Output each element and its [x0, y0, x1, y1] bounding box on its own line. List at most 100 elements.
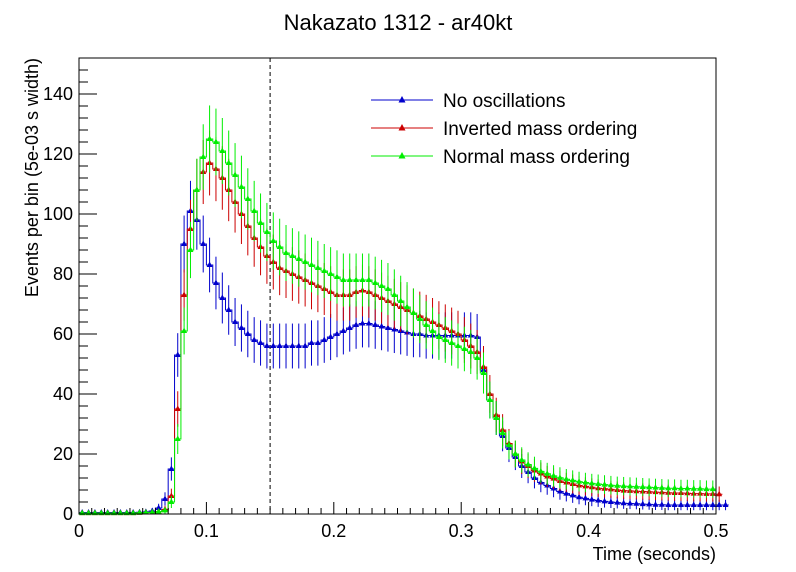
- data-point: [212, 138, 219, 144]
- data-point: [722, 501, 729, 507]
- legend-label: No oscillations: [443, 91, 566, 112]
- data-point: [346, 276, 353, 282]
- data-point: [690, 485, 697, 491]
- data-point: [397, 297, 404, 303]
- data-point: [588, 479, 595, 486]
- data-point: [601, 497, 608, 504]
- data-point: [378, 282, 385, 288]
- data-point: [563, 490, 570, 496]
- data-point: [295, 342, 302, 348]
- data-point: [416, 315, 423, 321]
- data-point: [671, 484, 678, 491]
- data-point: [677, 501, 684, 507]
- data-point: [620, 499, 627, 506]
- data-point: [181, 240, 188, 246]
- data-point: [327, 333, 334, 339]
- data-point: [505, 441, 512, 447]
- data-point: [174, 435, 181, 441]
- data-point: [225, 159, 232, 165]
- data-point: [684, 501, 691, 507]
- data-point: [270, 342, 277, 348]
- data-point: [556, 474, 563, 480]
- y-axis-label: Events per bin (5e-03 s width): [22, 58, 42, 297]
- data-point: [295, 255, 302, 261]
- legend: No oscillations Inverted mass ordering Nor…: [371, 91, 637, 168]
- data-point: [181, 291, 188, 297]
- y-tick-label: 20: [53, 444, 73, 464]
- legend-label: Inverted mass ordering: [443, 119, 637, 140]
- data-point: [155, 504, 162, 510]
- data-point: [531, 464, 538, 471]
- axes: 0 0.1 0.2 0.3 0.4 0.5 0 20 40 60 80 100 120 140: [43, 69, 729, 541]
- y-tick-label: 100: [43, 204, 73, 224]
- data-point: [607, 481, 614, 488]
- data-point: [238, 183, 245, 189]
- data-point: [716, 501, 723, 507]
- data-point: [486, 396, 493, 402]
- data-point: [200, 240, 207, 246]
- chart-title: Nakazato 1312 - ar40kt: [284, 10, 513, 35]
- data-point: [276, 342, 283, 348]
- data-point: [716, 490, 723, 497]
- data-point: [461, 345, 468, 351]
- data-point: [404, 303, 411, 309]
- data-point: [302, 342, 309, 348]
- data-point: [232, 318, 239, 324]
- x-axis-label: Time (seconds): [593, 544, 716, 564]
- data-point: [658, 501, 665, 507]
- y-tick-label: 80: [53, 264, 73, 284]
- data-point: [372, 321, 379, 327]
- data-point: [665, 501, 672, 507]
- legend-label: Normal mass ordering: [443, 147, 630, 168]
- data-point: [620, 482, 627, 489]
- y-tick-label: 140: [43, 84, 73, 104]
- data-point: [359, 320, 366, 326]
- data-point: [474, 354, 481, 360]
- data-point: [658, 484, 665, 490]
- data-point: [161, 495, 168, 501]
- data-point: [244, 195, 251, 201]
- data-point: [550, 472, 557, 478]
- data-point: [544, 470, 551, 476]
- data-point: [270, 237, 277, 243]
- series-2: [79, 105, 716, 516]
- x-tick-label: 0.2: [321, 521, 346, 541]
- data-point: [435, 333, 442, 339]
- data-point: [327, 270, 334, 276]
- data-point: [703, 485, 710, 492]
- data-point: [582, 479, 589, 485]
- data-point: [493, 414, 500, 420]
- x-tick-label: 0.3: [449, 521, 474, 541]
- y-tick-label: 40: [53, 384, 73, 404]
- data-point: [346, 324, 353, 330]
- data-point: [690, 501, 697, 507]
- data-point: [302, 258, 309, 264]
- legend-entry: Normal mass ordering: [371, 147, 630, 168]
- data-point: [525, 461, 532, 467]
- data-point: [314, 339, 321, 345]
- data-point: [283, 249, 290, 255]
- data-point: [429, 327, 436, 333]
- data-point: [455, 342, 462, 348]
- data-point: [633, 500, 640, 506]
- legend-entry: No oscillations: [371, 91, 566, 112]
- data-point: [595, 480, 602, 486]
- data-point: [684, 485, 691, 491]
- data-point: [232, 171, 239, 177]
- data-point: [709, 501, 716, 507]
- x-tick-label: 0.4: [576, 521, 601, 541]
- data-point: [314, 264, 321, 270]
- data-point: [652, 501, 659, 507]
- data-point: [365, 276, 372, 282]
- data-point: [225, 306, 232, 312]
- data-point: [168, 465, 175, 471]
- data-point: [365, 320, 372, 326]
- data-point: [206, 261, 213, 267]
- data-point: [359, 276, 366, 282]
- data-point: [646, 483, 653, 490]
- legend-swatch-marker: [398, 152, 406, 159]
- data-point: [340, 327, 347, 333]
- data-point: [321, 267, 328, 273]
